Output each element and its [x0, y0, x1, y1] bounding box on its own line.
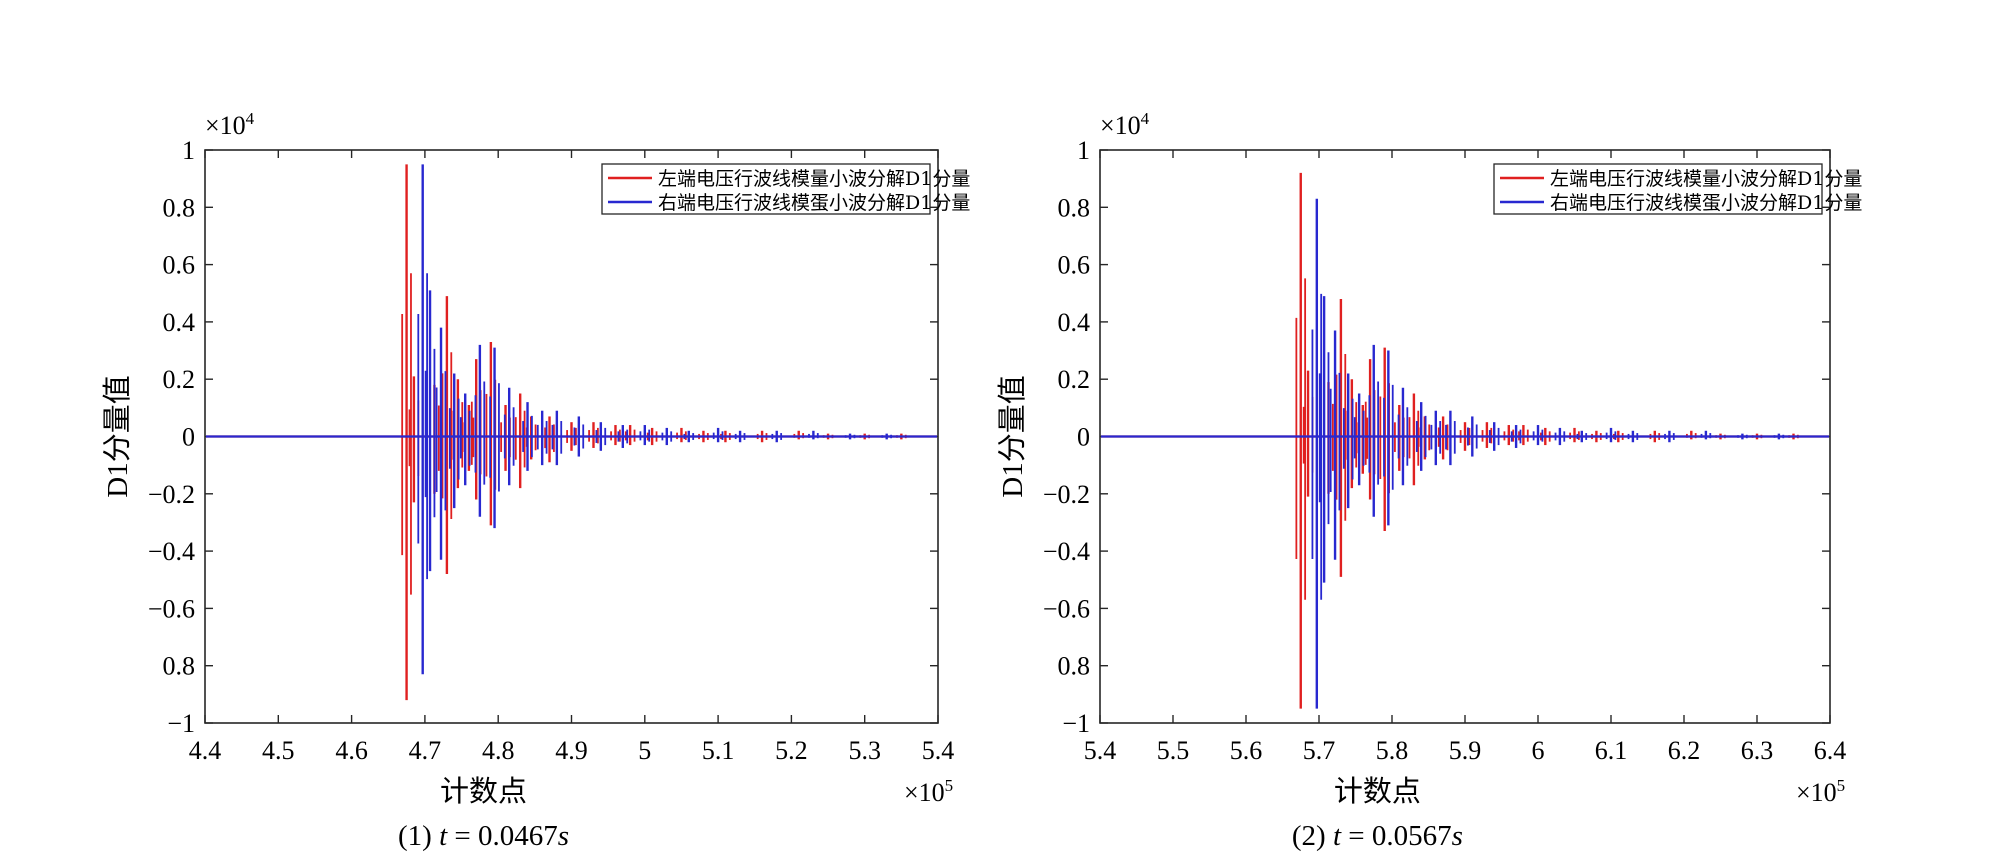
x-axis-multiplier: ×105 [904, 776, 953, 807]
y-tick-label: 0.4 [1058, 308, 1091, 337]
y-tick-label: 0.6 [163, 251, 196, 280]
y-axis-multiplier: ×104 [205, 109, 255, 140]
y-axis-multiplier-exponent: 4 [246, 109, 255, 128]
x-tick-label: 4.6 [335, 736, 368, 765]
x-tick-label: 6 [1532, 736, 1545, 765]
y-tick-label: 0.6 [1058, 251, 1091, 280]
y-axis-multiplier: ×104 [1100, 109, 1150, 140]
y-tick-label: 0.4 [163, 308, 196, 337]
y-tick-label: −1 [1062, 709, 1090, 738]
legend-label: 左端电压行波线模量小波分解D1分量 [1550, 168, 1862, 190]
legend-label: 右端电压行波线模蛋小波分解D1分量 [1550, 192, 1862, 214]
x-tick-label: 5.5 [1157, 736, 1190, 765]
caption-prefix: (2) [1292, 820, 1333, 852]
caption-unit: s [1452, 820, 1463, 852]
caption-unit: s [558, 820, 569, 852]
x-axis-multiplier: ×105 [1796, 776, 1845, 807]
legend-label: 左端电压行波线模量小波分解D1分量 [658, 168, 970, 190]
x-tick-label: 5.8 [1376, 736, 1409, 765]
x-tick-label: 5.7 [1303, 736, 1336, 765]
x-tick-label: 5.2 [775, 736, 808, 765]
x-tick-label: 5.1 [702, 736, 735, 765]
caption-prefix: (1) [398, 820, 439, 852]
y-tick-label: 0.8 [163, 652, 196, 681]
y-tick-label: 0 [1077, 423, 1090, 452]
y-tick-label: −0.4 [148, 537, 195, 566]
legend-box [1493, 163, 1823, 215]
y-tick-label: −0.6 [1043, 594, 1090, 623]
y-tick-label: 0 [182, 423, 195, 452]
x-tick-label: 4.8 [482, 736, 515, 765]
x-tick-label: 6.4 [1814, 736, 1847, 765]
legend-label: 右端电压行波线模蛋小波分解D1分量 [658, 192, 970, 214]
x-tick-label: 5.9 [1449, 736, 1482, 765]
caption-variable: t [1333, 820, 1342, 852]
x-tick-label: 5.4 [922, 736, 955, 765]
legend-box [601, 163, 931, 215]
y-tick-label: 1 [182, 136, 195, 165]
y-tick-label: −1 [167, 709, 195, 738]
y-tick-label: −0.6 [148, 594, 195, 623]
y-tick-label: −0.2 [1043, 480, 1090, 509]
y-tick-label: 0.8 [163, 193, 196, 222]
chart-panel-2: 5.4 5.5 5.6 5.7 5.8 5.9 6 6.1 6.2 6.3 6.4 1 0.8 0.6 0.… [996, 109, 1862, 852]
x-tick-label: 4.4 [189, 736, 222, 765]
y-tick-label: −0.2 [148, 480, 195, 509]
x-tick-label: 5 [638, 736, 651, 765]
x-tick-label: 5.3 [848, 736, 881, 765]
caption-variable: t [439, 820, 448, 852]
y-tick-label: 0.2 [1058, 365, 1091, 394]
caption-value: = 0.0567 [1341, 820, 1452, 852]
x-tick-label: 5.4 [1084, 736, 1117, 765]
y-tick-label: −0.4 [1043, 537, 1090, 566]
x-tick-label: 6.3 [1741, 736, 1774, 765]
x-tick-label: 5.6 [1230, 736, 1263, 765]
y-tick-label: 1 [1077, 136, 1090, 165]
chart-panel-1: 4.4 4.5 4.6 4.7 4.8 4.9 5 5.1 5.2 5.3 5.4 1 0.8 0.6 0.… [101, 109, 970, 852]
y-axis-label: D1分量值 [101, 375, 134, 497]
figure-caption: (1) t = 0.0467s [398, 820, 569, 852]
figure-caption: (2) t = 0.0567s [1292, 820, 1463, 852]
x-tick-label: 4.7 [409, 736, 442, 765]
x-axis-label: 计数点 [440, 775, 527, 808]
series-right-end [206, 164, 937, 675]
x-axis-multiplier-exponent: 5 [1837, 776, 1846, 795]
x-axis-label: 计数点 [1334, 775, 1421, 808]
y-axis-label: D1分量值 [996, 375, 1029, 497]
x-tick-label: 4.5 [262, 736, 295, 765]
x-axis-multiplier-exponent: 5 [945, 776, 954, 795]
y-tick-label: 0.8 [1058, 193, 1091, 222]
x-tick-label: 6.2 [1668, 736, 1701, 765]
y-axis-multiplier-exponent: 4 [1141, 109, 1150, 128]
x-tick-label: 4.9 [555, 736, 588, 765]
y-tick-label: 0.2 [163, 365, 196, 394]
y-tick-label: 0.8 [1058, 652, 1091, 681]
series-right-end [1101, 198, 1829, 709]
caption-value: = 0.0467 [447, 820, 558, 852]
x-tick-label: 6.1 [1595, 736, 1628, 765]
